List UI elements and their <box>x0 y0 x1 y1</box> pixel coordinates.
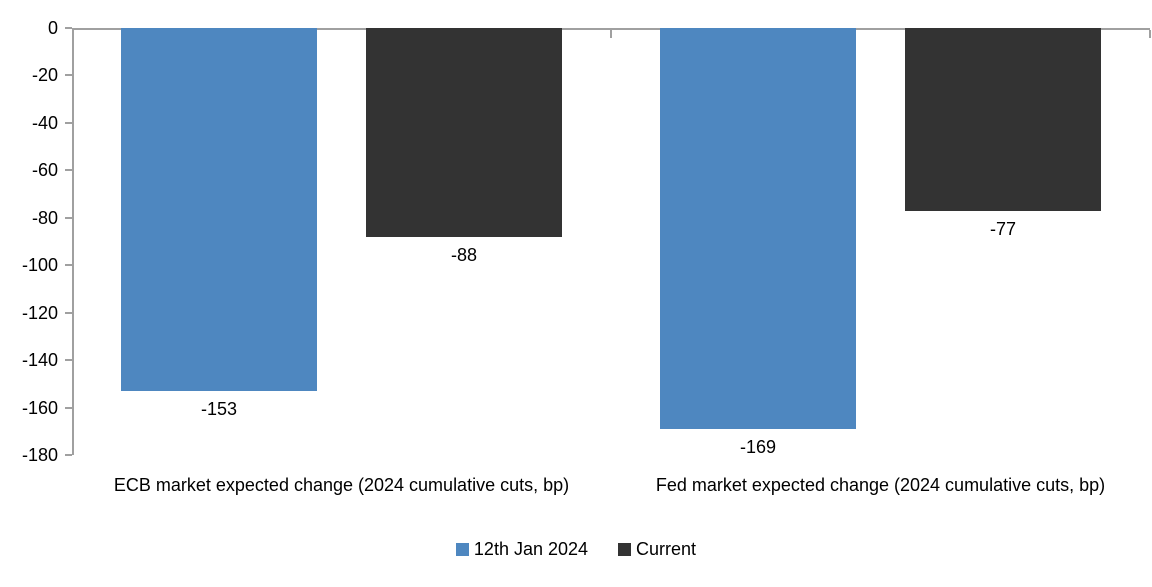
y-tick-label: -60 <box>31 160 58 181</box>
category-label: ECB market expected change (2024 cumulat… <box>113 475 570 495</box>
legend-label: Current <box>636 539 697 559</box>
legend-label: 12th Jan 2024 <box>473 539 589 559</box>
y-tick-label: 0 <box>47 18 58 38</box>
legend: 12th Jan 2024 Current <box>0 540 1152 558</box>
category-label: Fed market expected change (2024 cumulat… <box>655 475 1106 495</box>
y-tick-label: -120 <box>21 302 58 323</box>
category-boundary-tick-mark <box>1149 30 1151 38</box>
y-tick-label: -180 <box>21 445 58 465</box>
y-tick-label: -80 <box>31 207 58 228</box>
bar-value-label: -169 <box>739 436 777 457</box>
bar-12th-jan-2024 <box>121 28 317 391</box>
y-tick-mark <box>65 74 72 77</box>
y-tick-mark <box>65 27 72 29</box>
legend-swatch <box>455 542 469 556</box>
y-tick-mark <box>65 121 72 124</box>
y-tick-label: -100 <box>21 255 58 276</box>
legend-item: Current <box>618 540 696 558</box>
legend-item: 12th Jan 2024 <box>455 539 589 559</box>
y-tick-mark <box>65 264 72 267</box>
legend-swatch <box>618 542 632 556</box>
y-tick-label: -20 <box>31 65 58 86</box>
bar-current <box>905 28 1101 211</box>
bar-current <box>366 28 562 237</box>
y-tick-mark <box>65 216 72 219</box>
bar-value-label: -88 <box>450 244 477 265</box>
y-axis-line <box>72 28 74 455</box>
y-tick-label: -140 <box>21 350 58 371</box>
y-tick-mark <box>65 311 72 314</box>
y-tick-label: -40 <box>31 112 58 133</box>
bar-value-label: -77 <box>989 218 1016 239</box>
y-tick-mark <box>65 359 72 362</box>
y-tick-mark <box>65 454 72 456</box>
y-tick-mark <box>65 169 72 172</box>
y-tick-mark <box>65 406 72 409</box>
category-boundary-tick-mark <box>610 30 612 38</box>
bar-12th-jan-2024 <box>660 28 856 429</box>
x-axis-line <box>72 28 1150 30</box>
bar-value-label: -153 <box>200 398 238 419</box>
y-tick-label: -160 <box>21 397 58 418</box>
